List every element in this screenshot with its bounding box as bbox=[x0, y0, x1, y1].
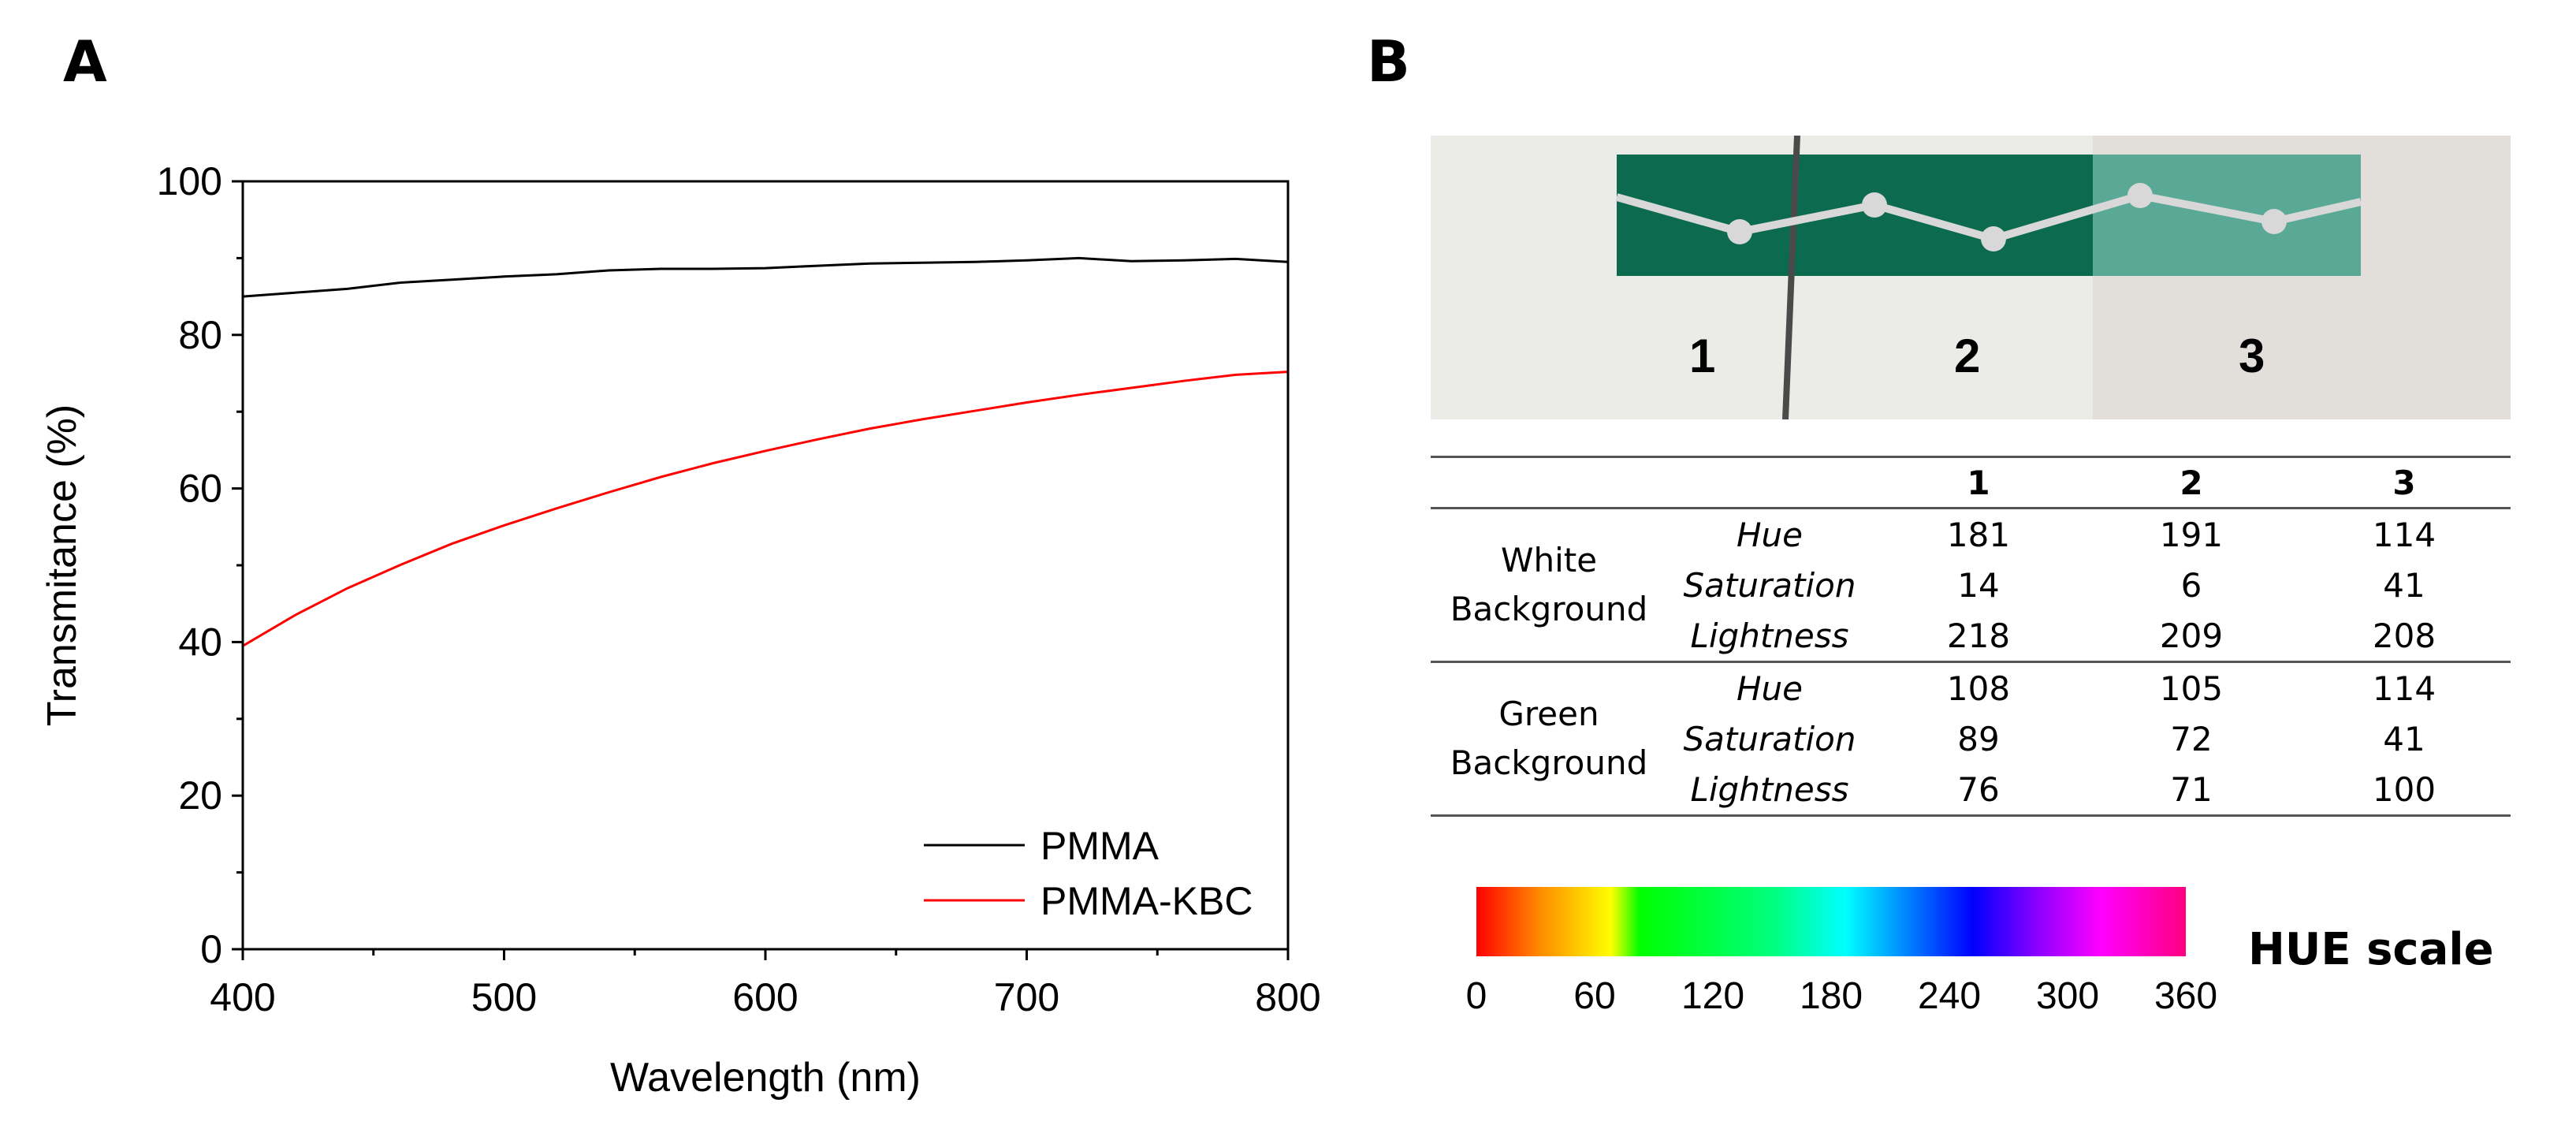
series-line-pmma bbox=[242, 256, 1289, 298]
table-cell: 41 bbox=[2383, 565, 2425, 605]
table-cell: 114 bbox=[2372, 669, 2436, 708]
group-label-green: Green Background bbox=[1450, 695, 1648, 782]
table-cell: 108 bbox=[1946, 669, 2011, 708]
hue-tick-label: 240 bbox=[1917, 975, 1982, 1017]
y-tick-label: 0 bbox=[200, 927, 222, 971]
hue-scale-ticks: 0 60 120 180 240 300 360 bbox=[1466, 974, 2217, 1022]
table-cell: 191 bbox=[2159, 515, 2224, 554]
table-header-row: 1 2 3 bbox=[1431, 456, 2511, 509]
table-cell: 209 bbox=[2159, 616, 2224, 655]
table-cell: 208 bbox=[2372, 616, 2436, 655]
x-tick-label: 700 bbox=[994, 975, 1059, 1019]
hue-tick-label: 300 bbox=[2035, 975, 2100, 1017]
legend-label: PMMA-KBC bbox=[1040, 879, 1253, 923]
column-header: 3 bbox=[2392, 463, 2416, 502]
table-cell: 14 bbox=[1957, 565, 2000, 605]
series-line-pmma-kbc bbox=[242, 371, 1289, 647]
hsl-table: 1 2 3 White Background Hue 181 191 114 Sa… bbox=[1431, 456, 2511, 817]
y-tick-label: 100 bbox=[157, 159, 222, 203]
table-cell: 218 bbox=[1946, 616, 2011, 655]
legend-label: PMMA bbox=[1040, 824, 1160, 868]
table-cell: 76 bbox=[1957, 769, 2000, 809]
green-strip bbox=[1617, 155, 2093, 276]
photo-label-3: 3 bbox=[2239, 330, 2265, 382]
photo-label-1: 1 bbox=[1689, 330, 1715, 382]
y-axis-title: Transmitance (%) bbox=[39, 404, 85, 726]
param-label: Lightness bbox=[1690, 616, 1849, 655]
x-tick-label: 800 bbox=[1255, 975, 1320, 1019]
group-label-white: White Background bbox=[1450, 541, 1648, 628]
panel-label-a: A bbox=[63, 28, 107, 95]
param-label: Lightness bbox=[1690, 769, 1849, 809]
table-row: Lightness 76 71 100 bbox=[1431, 764, 2511, 816]
param-label: Saturation bbox=[1683, 565, 1856, 605]
y-tick-label: 60 bbox=[178, 467, 222, 511]
x-tick-label: 500 bbox=[471, 975, 537, 1019]
param-label: Saturation bbox=[1683, 719, 1856, 758]
x-axis-title: Wavelength (nm) bbox=[610, 1055, 921, 1101]
table-cell: 114 bbox=[2372, 515, 2436, 554]
plot-frame bbox=[241, 180, 1290, 951]
table-cell: 181 bbox=[1946, 515, 2011, 554]
table-cell: 105 bbox=[2159, 669, 2224, 708]
table-row: Saturation 89 72 41 bbox=[1431, 713, 2511, 764]
table-row: Lightness 218 209 208 bbox=[1431, 610, 2511, 662]
table-cell: 6 bbox=[2180, 565, 2202, 605]
table-cell: 72 bbox=[2170, 719, 2213, 758]
param-label: Hue bbox=[1736, 515, 1804, 554]
hue-tick-label: 120 bbox=[1681, 975, 1745, 1017]
column-header: 2 bbox=[2180, 463, 2203, 502]
y-tick-label: 80 bbox=[178, 313, 222, 357]
y-tick-label: 40 bbox=[178, 620, 222, 664]
param-label: Hue bbox=[1736, 669, 1804, 708]
table-row: Saturation 14 6 41 bbox=[1431, 560, 2511, 610]
transmittance-chart: 400 500 600 700 800 0 20 40 60 80 100 Wavelength (n… bbox=[39, 159, 1321, 1101]
hue-tick-label: 360 bbox=[2153, 975, 2218, 1017]
hue-scale-title: HUE scale bbox=[2248, 924, 2494, 975]
sample-photo: 1 2 3 bbox=[1431, 136, 2511, 419]
y-tick-label: 20 bbox=[178, 773, 222, 818]
hue-tick-label: 60 bbox=[1573, 975, 1616, 1017]
hue-tick-label: 0 bbox=[1465, 975, 1487, 1017]
table-cell: 89 bbox=[1957, 719, 2000, 758]
table-cell: 71 bbox=[2170, 769, 2213, 809]
x-tick-label: 400 bbox=[210, 975, 275, 1019]
hue-tick-label: 180 bbox=[1799, 975, 1863, 1017]
table-cell: 100 bbox=[2372, 769, 2436, 809]
column-header: 1 bbox=[1967, 463, 1990, 502]
hue-scale-bar bbox=[1476, 887, 2186, 956]
x-tick-label: 600 bbox=[732, 975, 798, 1019]
table-cell: 41 bbox=[2383, 719, 2425, 758]
panel-label-b: B bbox=[1367, 28, 1410, 95]
table-row: White Background Hue 181 191 114 bbox=[1431, 509, 2511, 629]
table-row: Green Background Hue 108 105 114 bbox=[1431, 662, 2511, 783]
photo-label-2: 2 bbox=[1954, 330, 1980, 382]
